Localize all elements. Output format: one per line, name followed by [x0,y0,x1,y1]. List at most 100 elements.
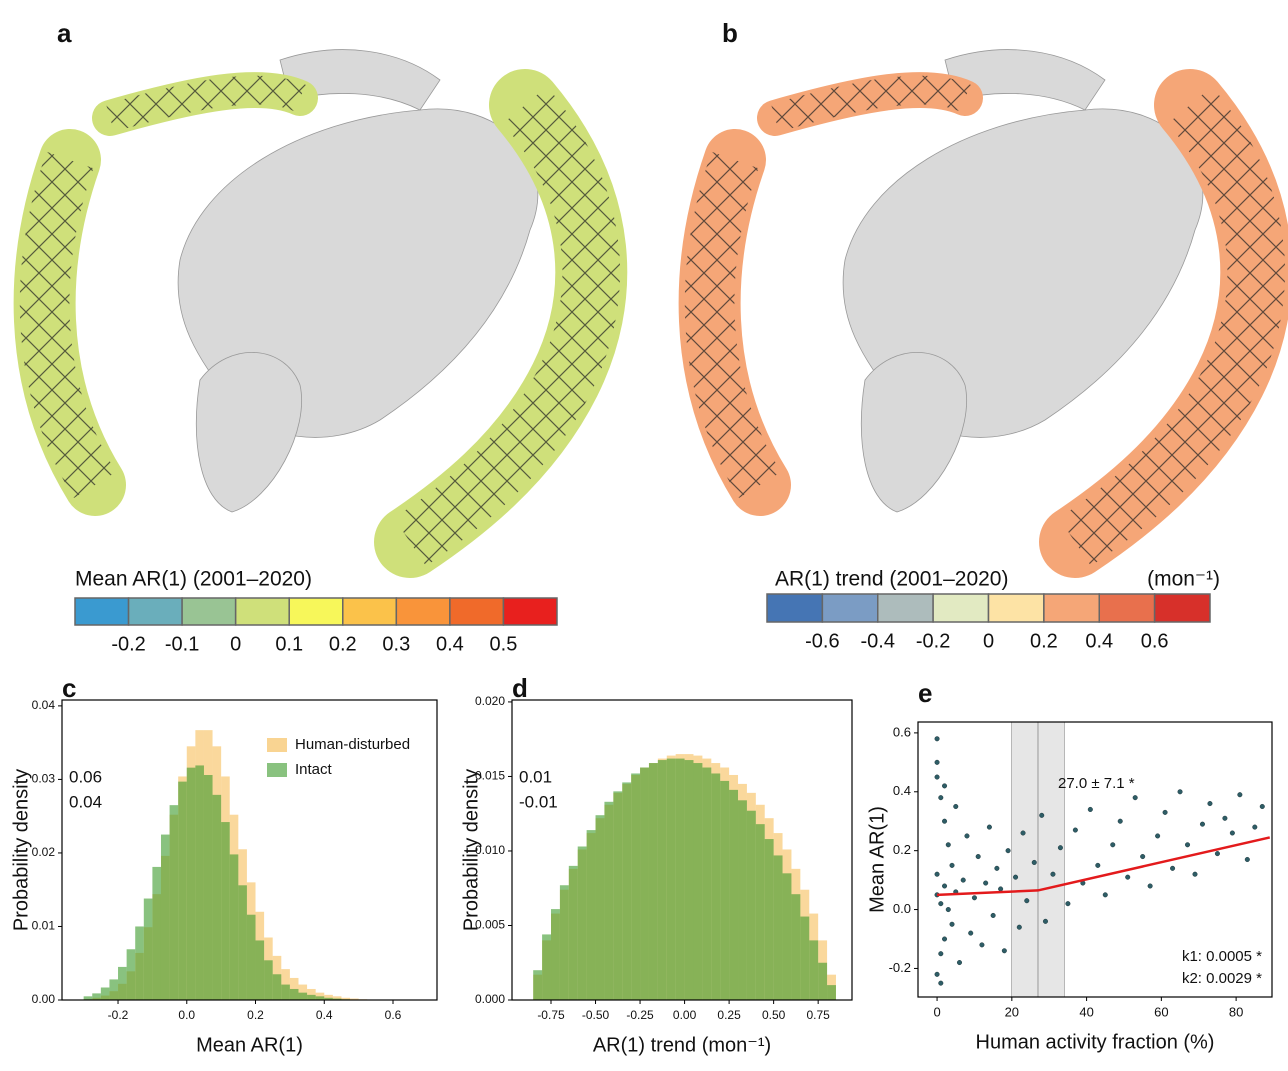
colorbar-swatch [288,597,344,626]
scatter-point [1057,845,1063,851]
scatter-point [1132,795,1138,801]
x-tick-label: 0.75 [806,1008,830,1022]
histogram-bar [332,996,342,1000]
hatching [1059,86,1285,566]
y-tick-label: 0.010 [475,843,505,857]
y-axis-label: Mean AR(1) [866,806,888,913]
scatter-point [953,804,959,810]
colorbar-tick-label: -0.2 [111,633,145,655]
x-tick-label: -0.75 [537,1008,565,1022]
colorbar-tick-label: 0.2 [1030,630,1058,652]
scatter-point [1024,898,1030,904]
breakpoint-annotation: 27.0 ± 7.1 * [1058,775,1135,792]
scatter-point [1170,865,1176,871]
x-tick-label: 60 [1154,1004,1168,1019]
colorbar-title: Mean AR(1) (2001–2020) [75,568,312,591]
axes-frame [61,699,438,1001]
x-tick-label: 0.6 [385,1008,402,1022]
y-tick-label: 0.02 [32,845,56,859]
histogram-bar [246,914,256,1000]
x-axis-label: Mean AR(1) [196,1034,303,1056]
scatter-point [938,951,944,957]
scatter-point [938,980,944,986]
histogram-bar [126,949,136,1000]
scatter-point [938,795,944,801]
histogram-bar [315,996,325,1000]
colorbar-swatch [74,597,130,626]
scatter-point [945,842,951,848]
y-tick-label: -0.2 [889,960,911,975]
histogram-bar [135,926,144,1000]
histogram-bar [324,994,333,1000]
scatter-point [942,936,948,942]
scatter-point [998,886,1004,892]
axes-frame [917,721,1273,998]
scatter-point [1042,918,1048,924]
x-tick-label: 0.2 [247,1008,264,1022]
histogram-bar [809,940,819,1000]
colorbar-swatch [342,597,398,626]
colorbar-swatch [1043,593,1100,623]
colorbar-tick-label: 0.2 [329,633,357,655]
hatching [771,75,971,132]
scatter-point [1065,901,1071,907]
x-tick-label: 40 [1079,1004,1093,1019]
histogram-bar [298,992,308,1000]
histogram-bar [827,985,836,1000]
histogram-bar [631,773,641,1000]
x-tick-label: 0.25 [717,1008,741,1022]
histogram-bar [169,805,179,1000]
colorbar-tick-label: 0.5 [490,633,518,655]
histogram-bar [604,801,614,1000]
y-tick-label: 0.020 [475,694,505,708]
x-tick-label: -0.2 [108,1008,129,1022]
land [195,351,302,513]
histogram-bar [281,984,290,1000]
histogram-bar [764,839,774,1000]
histogram-bar [746,810,756,1000]
histogram-bar [203,775,213,1000]
legend-swatch [267,738,287,752]
hatching [394,86,620,566]
histogram-bar [272,974,282,1000]
slope-annotation: k2: 0.0029 * [1182,970,1262,987]
colorbar-swatch [127,597,183,626]
axes-frame [511,699,853,1001]
scatter-point [1259,804,1265,810]
x-tick-label: -0.50 [582,1008,610,1022]
histogram-bar [212,794,222,1000]
hatching [19,151,117,499]
scatter-point [971,895,977,901]
histogram-bar [738,800,747,1000]
colorbar-tick-label: 0.1 [275,633,303,655]
land [860,351,967,513]
scatter-point [964,833,970,839]
histogram-bar [341,997,351,1000]
scatter-point [1087,806,1093,812]
histogram-bar [307,994,316,1000]
mean-annotation: -0.01 [519,792,558,811]
y-tick-label: 0.01 [32,919,56,933]
histogram-bar [666,758,676,1000]
histogram-bar [83,996,93,1000]
legend-label: Intact [295,761,333,778]
x-tick-label: 20 [1005,1004,1019,1019]
scatter-point [990,912,996,918]
mean-annotation: 0.06 [69,767,102,786]
histogram-bar [238,885,247,1000]
colorbar-swatch [877,593,934,623]
scatter-point [1162,809,1168,815]
histogram-bar [613,791,623,1000]
y-tick-label: 0.4 [893,783,911,798]
colorbar-tick-label: 0.6 [1141,630,1169,652]
scatter-point [1117,818,1123,824]
colorbar-tick-label: -0.1 [165,633,199,655]
scatter-point [1140,854,1146,860]
scatter-point [986,824,992,830]
histogram-bar [657,760,667,1000]
scatter-point [934,759,940,765]
histogram-bar [324,997,333,1000]
scatter-point [1207,801,1213,807]
scatter-point [1222,815,1228,821]
